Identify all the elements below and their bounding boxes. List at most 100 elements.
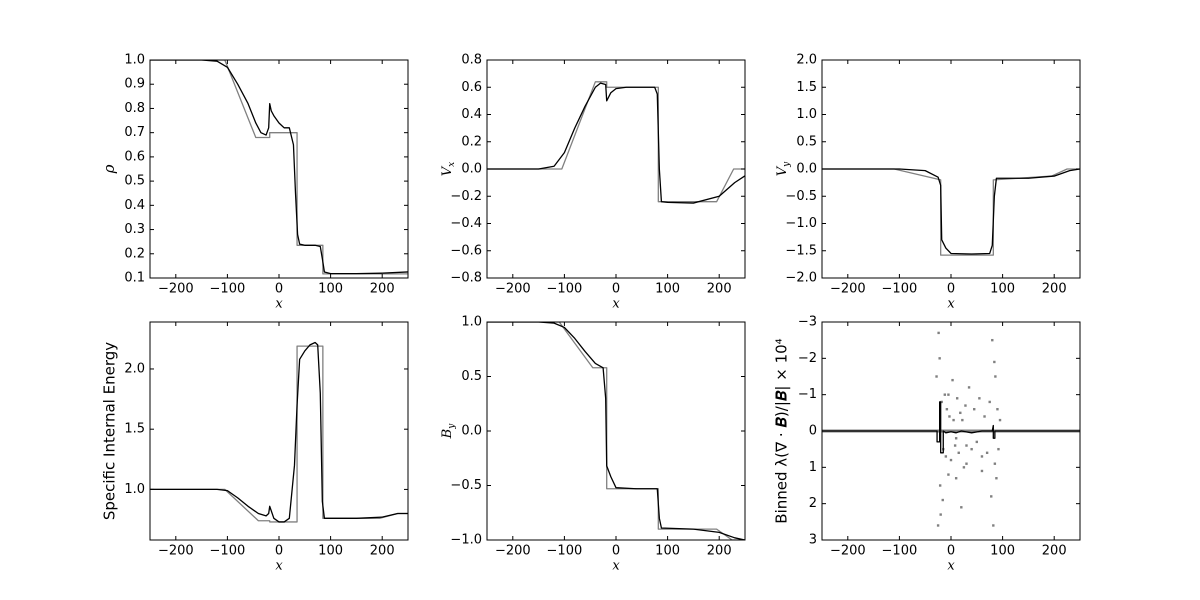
scatter-point — [988, 400, 991, 404]
x-axis-label: x — [612, 297, 620, 312]
x-tick-label: −200 — [158, 544, 194, 559]
y-tick-label: 1.0 — [124, 482, 145, 497]
scatter-point — [965, 444, 968, 447]
data-line — [487, 322, 745, 540]
x-tick-label: −100 — [210, 282, 246, 297]
y-axis-label: Specific Internal Energy — [101, 342, 119, 520]
x-tick-label: 100 — [318, 282, 343, 297]
x-tick-label: 200 — [370, 282, 395, 297]
plot-area — [822, 168, 1080, 256]
scatter-point — [997, 447, 1000, 451]
y-tick-label: 1 — [809, 460, 817, 475]
data-line — [822, 168, 1080, 256]
y-tick-label: 0.2 — [124, 246, 145, 261]
x-axis-label: x — [275, 559, 283, 574]
scatter-point — [993, 462, 997, 465]
scatter-point — [959, 411, 962, 415]
y-tick-label: −1 — [798, 387, 817, 402]
data-line — [487, 81, 745, 203]
y-tick-label: 1.0 — [124, 53, 145, 68]
x-tick-label: −100 — [547, 282, 583, 297]
data-line — [487, 322, 745, 540]
x-tick-label: −200 — [495, 544, 531, 559]
scatter-point — [936, 524, 940, 527]
x-tick-label: 100 — [990, 282, 1015, 297]
y-tick-label: 0.0 — [461, 162, 482, 177]
panel: −200 −100 0 100 200 1.0 1.5 2.0 x Specific Intern… — [101, 321, 409, 574]
scatter-point — [955, 397, 959, 400]
y-tick-label: 0.6 — [461, 80, 482, 95]
x-tick-label: 100 — [655, 282, 680, 297]
scatter-point — [990, 495, 993, 498]
scatter-point — [961, 418, 964, 422]
scatter-point — [978, 397, 981, 400]
y-tick-label: 0.7 — [124, 125, 145, 140]
y-tick-label: 0.2 — [461, 134, 482, 149]
panel: −200 −100 0 100 200 −0.8 −0.6 −0.4 −0.2 0.0 0.2 0.4… — [440, 53, 746, 312]
scatter-point — [941, 498, 944, 502]
x-axis-label: x — [275, 297, 283, 312]
scatter-point — [980, 455, 984, 458]
panel: −200 −100 0 100 200 −3 −2 −1 0 1 2 3 x Binned λ(∇ · 𝑩… — [773, 315, 1081, 574]
y-tick-label: 0.1 — [124, 271, 145, 286]
scatter-point — [993, 360, 996, 364]
y-tick-label: 1.5 — [796, 80, 817, 95]
scatter-point — [951, 378, 954, 382]
scatter-point — [983, 415, 986, 418]
x-tick-label: 0 — [612, 282, 620, 297]
scatter-point — [973, 408, 976, 411]
axes-frame — [486, 321, 746, 541]
x-tick-label: 100 — [655, 544, 680, 559]
data-line — [150, 341, 408, 523]
scatter-point — [940, 400, 943, 404]
scatter-point — [954, 437, 958, 440]
y-tick-label: −0.5 — [450, 478, 482, 493]
panel: −200 −100 0 100 200 0.1 0.2 0.3 0.4 0.5 0.6 0.7 0.8 0… — [100, 53, 409, 312]
scatter-point — [960, 506, 963, 509]
x-tick-label: 0 — [947, 282, 955, 297]
plot-area — [150, 341, 408, 523]
scatter-point — [998, 418, 1002, 422]
y-tick-label: 0.5 — [461, 369, 482, 384]
y-axis-label: ρ — [100, 164, 118, 174]
x-axis-label: x — [947, 559, 955, 574]
scatter-point — [938, 357, 941, 360]
y-tick-label: 0.4 — [124, 198, 145, 213]
x-tick-label: −100 — [547, 544, 583, 559]
y-tick-label: −1.5 — [785, 243, 817, 258]
y-tick-label: −1.0 — [785, 216, 817, 231]
y-tick-label: −0.5 — [785, 189, 817, 204]
scatter-point — [992, 524, 995, 527]
y-axis-label-sub: y — [447, 423, 457, 430]
y-axis-label: By — [440, 423, 457, 440]
y-tick-label: 0.0 — [461, 424, 482, 439]
y-tick-label: 0.5 — [124, 174, 145, 189]
x-tick-label: 100 — [318, 544, 343, 559]
x-tick-label: 200 — [1042, 544, 1067, 559]
x-tick-label: 0 — [275, 544, 283, 559]
y-tick-label: 2.0 — [124, 361, 145, 376]
data-line — [822, 168, 1080, 255]
x-tick-label: −100 — [882, 282, 918, 297]
x-tick-label: 100 — [990, 544, 1015, 559]
x-axis-label: x — [612, 559, 620, 574]
x-tick-label: 200 — [707, 544, 732, 559]
scatter-point — [996, 408, 999, 411]
y-axis-label: Vy — [775, 161, 792, 176]
scatter-point — [962, 466, 966, 469]
x-tick-label: 0 — [275, 282, 283, 297]
y-tick-label: 0.4 — [461, 107, 482, 122]
data-line — [822, 401, 1080, 454]
scatter-point — [995, 477, 998, 480]
scatter-point — [964, 404, 967, 407]
plot-area — [822, 331, 1080, 527]
axes-frame — [149, 59, 409, 279]
y-axis-label: Vx — [440, 162, 457, 176]
data-line — [150, 345, 408, 523]
y-axis-label-sub: x — [447, 162, 457, 167]
scatter-point — [938, 484, 942, 487]
scatter-point — [954, 477, 958, 480]
panel: −200 −100 0 100 200 −1.0 −0.5 0.0 0.5 1.0 x By — [440, 315, 746, 574]
y-tick-label: 1.0 — [796, 107, 817, 122]
